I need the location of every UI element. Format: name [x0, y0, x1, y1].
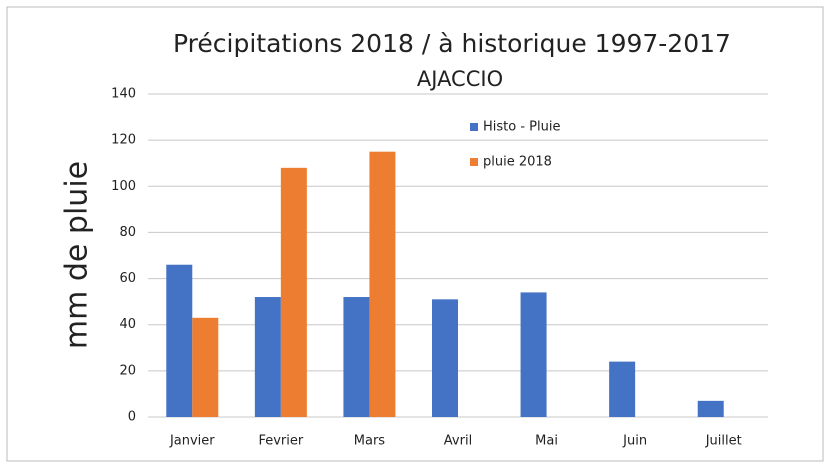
bar [520, 292, 547, 417]
bar [697, 400, 724, 417]
x-tick-label: Mars [354, 434, 386, 449]
bar [280, 167, 307, 417]
chart-border [6, 6, 824, 462]
legend-label: pluie 2018 [483, 155, 552, 170]
bar [432, 299, 458, 417]
bar [343, 297, 370, 417]
x-tick-label: Avril [444, 434, 472, 449]
chart-subtitle: AJACCIO [417, 67, 503, 91]
y-tick-label: 140 [111, 87, 136, 102]
bar [254, 297, 281, 417]
x-tick-label: Fevrier [258, 434, 303, 449]
y-tick-label: 120 [111, 133, 136, 148]
y-tick-label: 0 [128, 410, 136, 425]
bar [192, 317, 219, 417]
y-tick-label: 100 [111, 179, 136, 194]
x-tick-label: Janvier [169, 434, 215, 449]
legend-swatch [470, 123, 478, 131]
y-axis-label: mm de pluie [60, 161, 95, 349]
bar [609, 361, 636, 417]
x-tick-label: Mai [535, 434, 558, 449]
y-tick-label: 40 [119, 317, 136, 332]
legend-label: Histo - Pluie [483, 120, 560, 135]
x-tick-label: Juillet [705, 434, 742, 449]
y-tick-label: 60 [119, 271, 136, 286]
chart-title: Précipitations 2018 / à historique 1997-… [173, 29, 731, 58]
x-tick-label: Juin [622, 434, 647, 449]
bar [369, 151, 396, 417]
y-tick-label: 80 [119, 225, 136, 240]
bar [166, 264, 193, 417]
legend-swatch [470, 158, 478, 166]
y-tick-label: 20 [119, 363, 136, 378]
